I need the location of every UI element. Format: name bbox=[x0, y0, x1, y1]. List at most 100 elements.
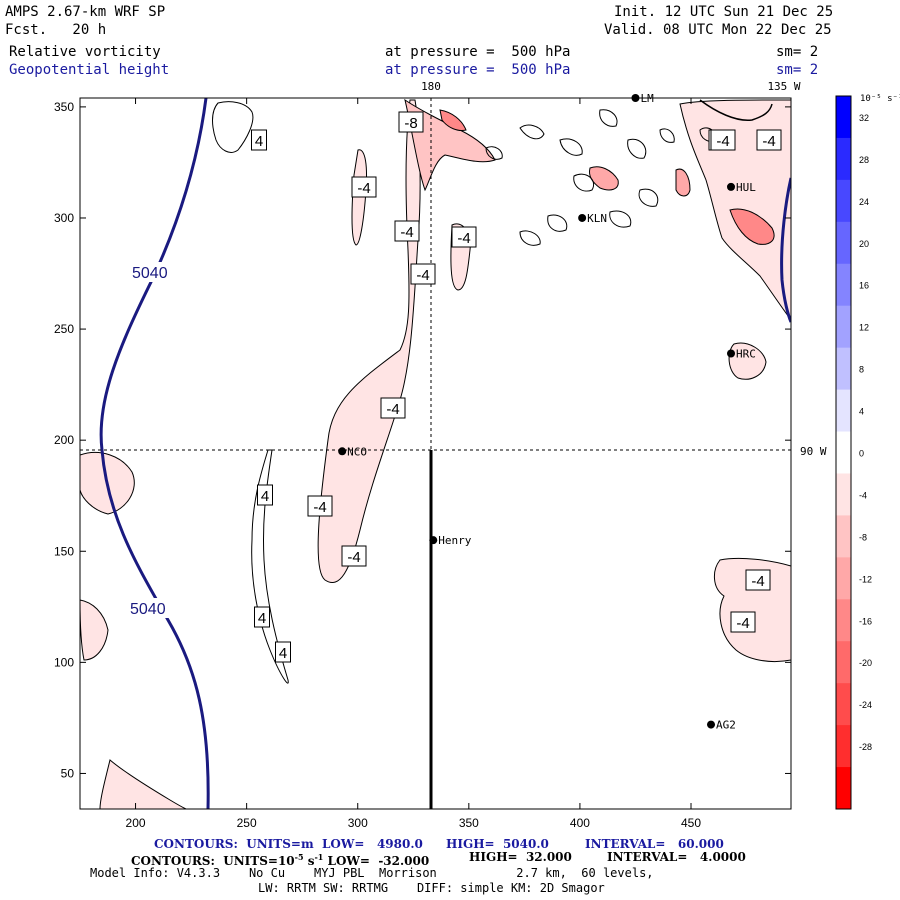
y-tick-label: 350 bbox=[54, 100, 74, 114]
colorbar-tick-label: -24 bbox=[859, 700, 872, 710]
plot-frame bbox=[79, 97, 792, 810]
colorbar-tick-label: 0 bbox=[859, 449, 864, 459]
station-label: HUL bbox=[736, 181, 756, 194]
vorticity-label: 4 bbox=[261, 488, 269, 505]
vorticity-label-box bbox=[451, 226, 477, 248]
vorticity-label: 4 bbox=[258, 610, 266, 627]
vorticity-label: -4 bbox=[313, 499, 326, 516]
colorbar-swatch bbox=[836, 179, 851, 223]
vorticity-label: -4 bbox=[736, 615, 749, 632]
lon-label-135W: 135 W bbox=[767, 80, 800, 93]
vorticity-shade-ne2 bbox=[729, 208, 775, 245]
colorbar-tick-label: 28 bbox=[859, 155, 869, 165]
x-tick-label: 200 bbox=[126, 816, 146, 830]
station-label: LM bbox=[640, 92, 654, 105]
forecast-hour: Fcst. 20 h bbox=[5, 22, 107, 38]
vorticity-label: -4 bbox=[416, 267, 429, 284]
vorticity-label: -8 bbox=[404, 115, 417, 132]
field1-sm: sm= 2 bbox=[776, 44, 819, 60]
vorticity-contour-cluster bbox=[485, 109, 717, 246]
station-marker bbox=[727, 349, 736, 358]
vorticity-shade-hrc bbox=[728, 342, 767, 380]
field2-level: at pressure = 500 hPa bbox=[385, 62, 571, 78]
vorticity-label: -4 bbox=[347, 549, 360, 566]
vorticity-contour bbox=[251, 449, 289, 684]
vorticity-label-box bbox=[351, 176, 377, 198]
contours1-interval: INTERVAL= 60.000 bbox=[585, 837, 724, 851]
height-label: 5040 bbox=[130, 601, 166, 618]
colorbar-tick-label: 4 bbox=[859, 407, 864, 417]
y-tick-label: 150 bbox=[54, 544, 74, 558]
contours2-exp2: -1 bbox=[314, 852, 324, 862]
vorticity-label-box bbox=[710, 129, 736, 151]
colorbar-tick-label: -28 bbox=[859, 742, 872, 752]
station-marker bbox=[727, 182, 736, 191]
init-time: Init. 12 UTC Sun 21 Dec 25 bbox=[614, 4, 834, 20]
vorticity-label-box bbox=[251, 129, 267, 151]
vorticity-label: -4 bbox=[762, 133, 775, 150]
vorticity-label-box bbox=[380, 397, 406, 419]
colorbar-tick-label: -8 bbox=[859, 532, 867, 542]
colorbar-swatch bbox=[836, 305, 851, 349]
station-label: NCO bbox=[347, 445, 367, 458]
x-axis: 200 250 300 350 400 450 bbox=[126, 98, 701, 830]
vorticity-label-box bbox=[745, 569, 771, 591]
contours2-interval: INTERVAL= 4.0000 bbox=[607, 850, 746, 864]
vorticity-label-box bbox=[257, 484, 273, 506]
stations: NCO Henry KLN HUL HRC AG2 LM bbox=[338, 92, 756, 732]
station-label: KLN bbox=[587, 212, 607, 225]
valid-time: Valid. 08 UTC Mon 22 Dec 25 bbox=[604, 22, 832, 38]
station-label: HRC bbox=[736, 348, 756, 361]
y-axis: 350 300 250 200 150 100 50 bbox=[54, 100, 791, 780]
vorticity-label-box bbox=[341, 545, 367, 567]
vorticity-label: -4 bbox=[457, 230, 470, 247]
colorbar-swatch bbox=[836, 347, 851, 391]
x-tick-label: 350 bbox=[459, 816, 479, 830]
contours2-s: s bbox=[303, 854, 315, 868]
vorticity-label-box bbox=[730, 611, 756, 633]
colorbar-tick-label: 24 bbox=[859, 197, 869, 207]
colorbar-frame bbox=[835, 95, 852, 810]
vorticity-label: 4 bbox=[255, 133, 263, 150]
vorticity-label-box bbox=[275, 641, 291, 663]
geopotential-contour-5040 bbox=[99, 98, 210, 809]
vorticity-contour bbox=[212, 101, 254, 153]
colorbar-swatch bbox=[836, 557, 851, 600]
colorbar: 32 28 24 20 16 12 8 4 0 -4 -8 -12 -16 -20 -24 -28 bbox=[835, 95, 872, 810]
station-marker bbox=[578, 213, 587, 222]
vorticity-shade-left bbox=[80, 599, 109, 661]
x-tick-label: 250 bbox=[237, 816, 257, 830]
colorbar-swatch bbox=[836, 599, 851, 642]
vorticity-label: -4 bbox=[357, 180, 370, 197]
station-marker bbox=[429, 536, 438, 545]
colorbar-tick-label: -20 bbox=[859, 658, 872, 668]
colorbar-swatch bbox=[836, 137, 851, 181]
colorbar-swatch bbox=[836, 683, 851, 726]
contours2-line: CONTOURS: UNITS=10-5 s-1 LOW= -32.000 bbox=[131, 851, 429, 868]
lon-label-180: 180 bbox=[421, 80, 441, 93]
vorticity-label-box bbox=[394, 220, 420, 242]
vorticity-shade-right bbox=[714, 557, 791, 663]
colorbar-swatch bbox=[836, 725, 851, 768]
vorticity-field bbox=[80, 98, 791, 809]
vorticity-label: 4 bbox=[279, 645, 287, 662]
x-tick-label: 400 bbox=[570, 816, 590, 830]
colorbar-swatch bbox=[836, 96, 851, 139]
station-marker bbox=[707, 720, 716, 729]
geopotential-contour-east bbox=[780, 177, 791, 323]
colorbar-tick-label: 16 bbox=[859, 281, 869, 291]
y-tick-label: 50 bbox=[61, 766, 75, 780]
y-tick-label: 250 bbox=[54, 322, 74, 336]
contours1-high: HIGH= 5040.0 bbox=[446, 837, 549, 851]
station-marker bbox=[631, 94, 640, 102]
model-title: AMPS 2.67-km WRF SP bbox=[5, 4, 166, 20]
vorticity-label: -4 bbox=[716, 133, 729, 150]
colorbar-tick-label: 8 bbox=[859, 365, 864, 375]
model-info: Model Info: V4.3.3 No Cu MYJ PBL Morriso… bbox=[90, 866, 654, 880]
x-tick-label: 300 bbox=[348, 816, 368, 830]
station-marker bbox=[338, 447, 347, 456]
y-tick-label: 300 bbox=[54, 211, 74, 225]
colorbar-unit: 10⁻⁵ s⁻¹ bbox=[860, 94, 900, 104]
colorbar-tick-label: 20 bbox=[859, 239, 869, 249]
